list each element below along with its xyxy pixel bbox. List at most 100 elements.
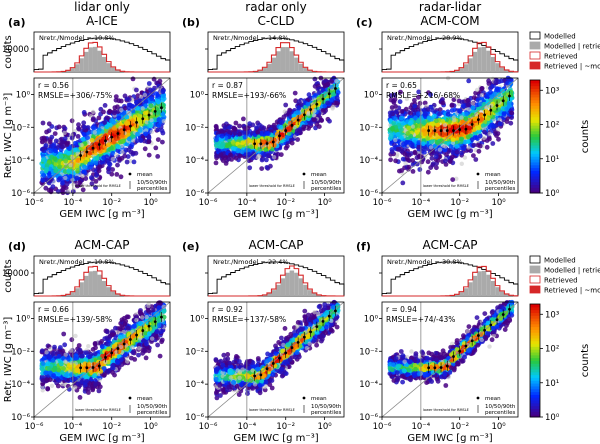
y-tick-label: 10⁻⁴ bbox=[11, 380, 30, 390]
y-axis-label: Retr. IWC [g m⁻³] bbox=[3, 93, 14, 179]
hist-bar-modelled-retrieved bbox=[468, 58, 473, 72]
mean-marker bbox=[104, 139, 107, 143]
hist-bar-modelled-retrieved bbox=[472, 275, 478, 296]
threshold-label: lower threshold for RMSLE bbox=[423, 408, 469, 412]
y-tick-label: 10⁻⁴ bbox=[185, 156, 204, 166]
hist-bar-modelled-retrieved bbox=[499, 291, 505, 296]
panel-title: ACM-CAP bbox=[249, 238, 304, 252]
hist-line-retrieved bbox=[34, 41, 170, 73]
legend-mean: mean bbox=[137, 396, 153, 402]
ratio-text: Nretr./Nmodel = 22.4% bbox=[213, 258, 289, 266]
y-tick-label: 10⁻² bbox=[11, 347, 30, 357]
mean-marker bbox=[495, 104, 499, 107]
legend-swatch bbox=[529, 265, 541, 274]
hist-bar-modelled-retrieved bbox=[271, 57, 276, 72]
panel-letter: (f) bbox=[356, 240, 371, 253]
mean-marker bbox=[483, 113, 486, 117]
hist-bar-modelled-retrieved bbox=[298, 278, 304, 296]
rmsle-text: RMSLE=+306/-75% bbox=[38, 91, 112, 100]
x-tick-label: 10⁰ bbox=[491, 198, 506, 208]
legend-mean: mean bbox=[311, 172, 327, 178]
mean-marker bbox=[85, 150, 89, 154]
hist-bar-modelled-retrieved bbox=[294, 272, 299, 296]
y-tick-label: 10⁰ bbox=[190, 314, 205, 324]
legend-percentiles: percentiles bbox=[311, 186, 342, 192]
hist-bar-modelled-retrieved bbox=[495, 287, 500, 296]
legend-entry: Retrieved bbox=[544, 277, 578, 285]
column-title-line1: lidar only bbox=[74, 0, 130, 14]
y-tick-label: 10⁻² bbox=[11, 123, 30, 133]
mean-marker bbox=[489, 108, 493, 112]
hist-bar-modelled-retrieved bbox=[294, 57, 299, 72]
mean-marker bbox=[153, 320, 157, 324]
hist-bar-modelled-retrieved bbox=[92, 270, 98, 296]
panel-title: ACM-CAP bbox=[75, 238, 130, 252]
colorbar-tick-label: 10¹ bbox=[545, 379, 559, 389]
mean-marker bbox=[433, 129, 437, 132]
legend-entry: Modelled | retrieved bbox=[544, 43, 600, 51]
panel-title: ACM-CAP bbox=[423, 238, 478, 252]
x-tick-label: 10⁻² bbox=[276, 422, 295, 432]
mean-marker bbox=[271, 140, 275, 144]
mean-marker bbox=[147, 113, 151, 117]
hist-line-modelled bbox=[381, 37, 519, 72]
hist-bar-modelled-retrieved bbox=[266, 63, 272, 72]
y-tick-label: 10⁰ bbox=[364, 90, 379, 100]
mean-marker bbox=[135, 121, 138, 124]
hist-bar-modelled-retrieved bbox=[285, 272, 290, 296]
x-tick-label: 10⁰ bbox=[317, 422, 332, 432]
y-tick-label: 10⁻² bbox=[359, 347, 378, 357]
hist-bar-modelled-retrieved bbox=[504, 294, 509, 296]
threshold-label: lower threshold for RMSLE bbox=[75, 184, 121, 188]
hist-bar-modelled-retrieved bbox=[307, 290, 313, 296]
hist-bar-modelled-retrieved bbox=[459, 292, 464, 296]
legend-entry: Retrieved | ~modelled bbox=[544, 287, 600, 295]
mean-marker bbox=[321, 319, 325, 323]
histogram-tick-label: 10000 bbox=[2, 269, 29, 279]
y-tick-label: 10⁻² bbox=[359, 123, 378, 133]
mean-marker bbox=[327, 92, 331, 96]
legend-percentiles: 10/50/90th bbox=[311, 180, 342, 186]
y-tick-label: 10⁻⁴ bbox=[359, 156, 378, 166]
hist-bar-modelled-retrieved bbox=[280, 47, 286, 72]
one-to-one-line bbox=[207, 77, 345, 194]
mean-marker bbox=[290, 346, 294, 350]
mean-marker bbox=[104, 355, 107, 359]
x-axis-label: GEM IWC [g m⁻³] bbox=[233, 433, 318, 444]
hist-line-modelled bbox=[33, 37, 171, 72]
y-tick-label: 10⁻⁴ bbox=[11, 156, 30, 166]
mean-marker bbox=[290, 123, 294, 127]
hist-line-retrieved bbox=[208, 265, 344, 297]
colorbar-label: counts bbox=[580, 344, 591, 377]
x-tick-label: 10⁻⁴ bbox=[411, 198, 430, 208]
mean-marker bbox=[85, 366, 89, 370]
legend-percentiles: 10/50/90th bbox=[137, 180, 168, 186]
mean-marker bbox=[334, 87, 337, 90]
mean-marker bbox=[464, 127, 468, 131]
x-tick-label: 10⁻⁴ bbox=[237, 422, 256, 432]
x-tick-label: 10⁻² bbox=[102, 198, 121, 208]
mean-marker bbox=[271, 362, 275, 365]
x-tick-label: 10⁻⁴ bbox=[237, 198, 256, 208]
mean-marker bbox=[433, 366, 437, 370]
hist-bar-modelled-retrieved bbox=[276, 51, 281, 72]
mean-marker bbox=[458, 128, 462, 131]
histogram-tick-label: 10000 bbox=[2, 45, 29, 55]
hist-bar-modelled-retrieved bbox=[289, 270, 295, 296]
mean-marker bbox=[79, 154, 83, 157]
colorbar-label: counts bbox=[580, 120, 591, 153]
y-axis-label: Retr. IWC [g m⁻³] bbox=[3, 317, 14, 403]
x-tick-label: 10⁻⁶ bbox=[373, 198, 392, 208]
mean-marker bbox=[284, 351, 288, 355]
threshold-label: lower threshold for RMSLE bbox=[75, 408, 121, 412]
mean-marker bbox=[501, 99, 505, 103]
x-tick-label: 10⁻⁶ bbox=[199, 198, 218, 208]
mean-marker bbox=[110, 135, 114, 139]
legend-swatch bbox=[529, 31, 541, 40]
one-to-one-line bbox=[381, 77, 519, 194]
mean-marker bbox=[122, 342, 126, 346]
mean-marker bbox=[116, 132, 120, 135]
mean-marker bbox=[315, 102, 319, 106]
mean-marker bbox=[470, 339, 474, 343]
hist-bar-modelled-retrieved bbox=[486, 274, 491, 296]
